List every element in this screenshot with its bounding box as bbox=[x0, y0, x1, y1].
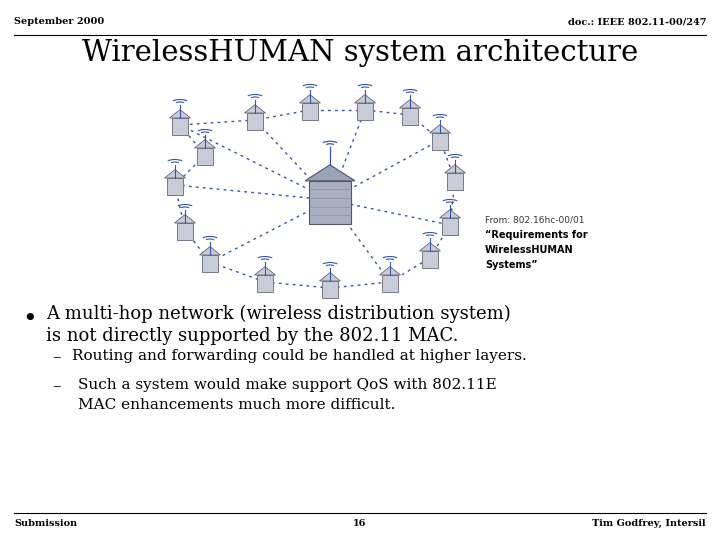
Polygon shape bbox=[354, 94, 376, 103]
Text: •: • bbox=[22, 308, 37, 331]
Text: September 2000: September 2000 bbox=[14, 17, 104, 26]
Polygon shape bbox=[356, 103, 374, 120]
Text: Systems”: Systems” bbox=[485, 260, 538, 270]
Text: Tim Godfrey, Intersil: Tim Godfrey, Intersil bbox=[593, 518, 706, 528]
Polygon shape bbox=[199, 247, 220, 255]
Polygon shape bbox=[400, 99, 420, 108]
Polygon shape bbox=[379, 267, 400, 275]
Polygon shape bbox=[439, 210, 461, 218]
Text: From: 802.16hc-00/01: From: 802.16hc-00/01 bbox=[485, 215, 585, 225]
Text: doc.: IEEE 802.11-00/247: doc.: IEEE 802.11-00/247 bbox=[567, 17, 706, 26]
Polygon shape bbox=[441, 218, 459, 235]
Polygon shape bbox=[322, 281, 338, 298]
Polygon shape bbox=[446, 173, 464, 190]
Polygon shape bbox=[164, 170, 186, 178]
Text: MAC enhancements much more difficult.: MAC enhancements much more difficult. bbox=[78, 398, 395, 412]
Polygon shape bbox=[431, 133, 449, 150]
Polygon shape bbox=[302, 103, 318, 120]
Polygon shape bbox=[420, 242, 441, 251]
Polygon shape bbox=[444, 165, 466, 173]
Polygon shape bbox=[202, 255, 218, 272]
Polygon shape bbox=[169, 110, 191, 118]
Text: is not directly supported by the 802.11 MAC.: is not directly supported by the 802.11 … bbox=[46, 327, 459, 345]
Polygon shape bbox=[166, 178, 184, 195]
Polygon shape bbox=[245, 105, 266, 113]
Polygon shape bbox=[422, 251, 438, 268]
Polygon shape bbox=[171, 118, 189, 135]
Polygon shape bbox=[197, 148, 213, 165]
Polygon shape bbox=[309, 181, 351, 224]
Polygon shape bbox=[305, 165, 355, 181]
Polygon shape bbox=[174, 214, 196, 223]
Polygon shape bbox=[256, 275, 274, 292]
Text: WirelessHUMAN: WirelessHUMAN bbox=[485, 245, 574, 255]
Polygon shape bbox=[194, 140, 215, 148]
Polygon shape bbox=[402, 108, 418, 125]
Polygon shape bbox=[246, 113, 264, 130]
Text: A multi-hop network (wireless distribution system): A multi-hop network (wireless distributi… bbox=[46, 305, 510, 323]
Polygon shape bbox=[382, 275, 398, 292]
Text: Submission: Submission bbox=[14, 518, 77, 528]
Text: –: – bbox=[52, 349, 60, 366]
Text: “Requirements for: “Requirements for bbox=[485, 230, 588, 240]
Text: WirelessHUMAN system architecture: WirelessHUMAN system architecture bbox=[82, 39, 638, 67]
Polygon shape bbox=[430, 125, 451, 133]
Polygon shape bbox=[320, 273, 341, 281]
Text: –: – bbox=[52, 378, 60, 395]
Text: Such a system would make support QoS with 802.11E: Such a system would make support QoS wit… bbox=[78, 378, 497, 392]
Polygon shape bbox=[300, 94, 320, 103]
Text: 16: 16 bbox=[354, 518, 366, 528]
Polygon shape bbox=[176, 223, 194, 240]
Polygon shape bbox=[254, 267, 276, 275]
Text: Routing and forwarding could be handled at higher layers.: Routing and forwarding could be handled … bbox=[72, 349, 527, 363]
